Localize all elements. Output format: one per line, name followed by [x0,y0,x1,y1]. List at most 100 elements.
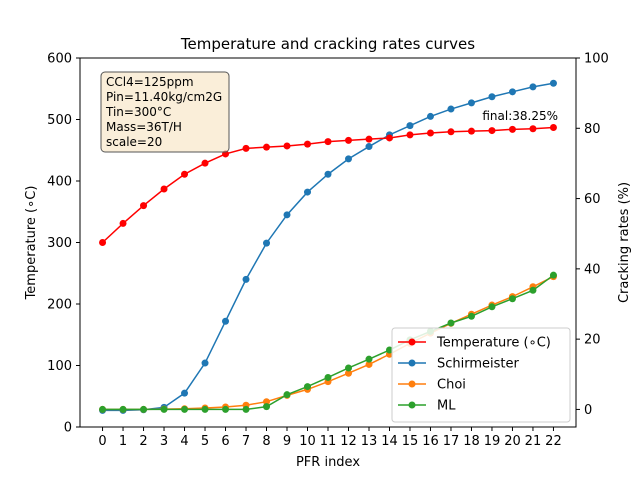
data-point [508,88,516,96]
y-axis-left-label: Temperature (∘C) [24,186,39,301]
data-point [508,125,516,133]
data-point [304,383,312,391]
x-tick-label: 13 [361,434,378,449]
y-right-tick-label: 40 [584,262,601,277]
x-tick-label: 18 [463,434,480,449]
data-point [529,286,537,294]
data-point [365,143,373,151]
legend: Temperature (∘C) Schirmeister Choi ML [391,327,571,423]
data-point [99,239,107,246]
data-point [447,105,455,113]
data-point [365,135,373,143]
legend-item: Temperature (∘C) [398,336,551,351]
legend-marker [408,380,416,388]
y-left-tick-label: 200 [47,298,72,313]
data-point [549,123,557,131]
y-right-tick-label: 60 [584,192,601,207]
y-axis-right-label: Cracking rates (%) [617,182,632,303]
x-tick-label: 9 [283,434,291,449]
x-tick-label: 14 [381,434,398,449]
y-right-tick-label: 100 [584,52,609,67]
info-box-background [100,71,230,153]
legend-items: Temperature (∘C) Schirmeister Choi ML [398,336,551,414]
series-layer [99,79,557,414]
data-point [263,143,271,151]
data-point [304,188,312,196]
data-point [119,219,127,227]
data-point [263,239,271,247]
data-point [426,129,434,137]
x-tick-label: 20 [504,434,521,449]
data-point [467,127,475,135]
x-axis-label: PFR index [296,455,360,470]
x-tick-label: 0 [98,434,106,449]
data-point [324,138,332,146]
legend-marker [408,359,416,367]
x-tick-label: 7 [242,434,250,449]
data-point [160,405,168,413]
data-point [181,389,189,397]
y-left-tick-label: 0 [64,421,72,436]
info-line: Pin=11.40kg/cm2G [106,90,222,104]
data-point [467,312,475,320]
info-line: Mass=36T/H [106,120,182,134]
y-left-tick-label: 300 [47,236,72,251]
y-axis-left: 0 100 200 300 400 500 600 [47,52,80,436]
data-point [344,136,352,144]
data-point [488,303,496,311]
data-point [140,202,148,210]
y-axis-right: 0 20 40 60 80 100 [576,52,609,418]
data-point [222,317,230,325]
data-point [406,122,414,130]
y-left-tick-label: 500 [47,113,72,128]
data-point [201,159,209,167]
data-point [508,295,516,303]
data-point [324,170,332,178]
legend-item: ML [398,399,456,414]
data-point [344,364,352,372]
x-tick-label: 22 [545,434,562,449]
x-tick-label: 16 [422,434,439,449]
legend-marker [408,338,416,346]
x-tick-label: 15 [402,434,419,449]
x-axis: 0 1 2 3 4 5 6 7 8 9 10 11 12 13 14 15 16 17 18 19 20 21 22 [98,427,562,449]
x-tick-label: 17 [443,434,460,449]
x-tick-label: 21 [525,434,542,449]
x-tick-label: 5 [201,434,209,449]
x-tick-label: 1 [119,434,127,449]
data-point [344,155,352,163]
final-annotation: final:38.25% [482,109,558,123]
data-point [99,405,107,413]
y-right-tick-label: 20 [584,333,601,348]
data-point [283,391,291,399]
x-tick-label: 11 [320,434,337,449]
data-point [242,405,250,413]
data-point [263,403,271,411]
data-point [242,144,250,152]
x-tick-label: 3 [160,434,168,449]
series-ml [99,271,557,413]
data-point [426,112,434,120]
legend-label: Schirmeister [437,357,520,372]
data-point [160,185,168,193]
data-point [263,398,271,406]
data-point [304,140,312,148]
y-left-tick-label: 600 [47,52,72,67]
data-point [467,99,475,107]
data-point [283,211,291,219]
data-point [529,125,537,133]
legend-box [391,327,571,423]
x-tick-label: 19 [484,434,501,449]
data-point [488,127,496,135]
y-left-tick-label: 400 [47,175,72,190]
info-line: Tin=300°C [105,105,171,119]
data-point [447,128,455,136]
data-point [488,93,496,101]
y-right-tick-label: 80 [584,122,601,137]
legend-label: Temperature (∘C) [436,336,551,351]
data-point [406,131,414,139]
series-temperature-c [99,123,557,246]
data-point [201,405,209,413]
data-point [181,170,189,178]
